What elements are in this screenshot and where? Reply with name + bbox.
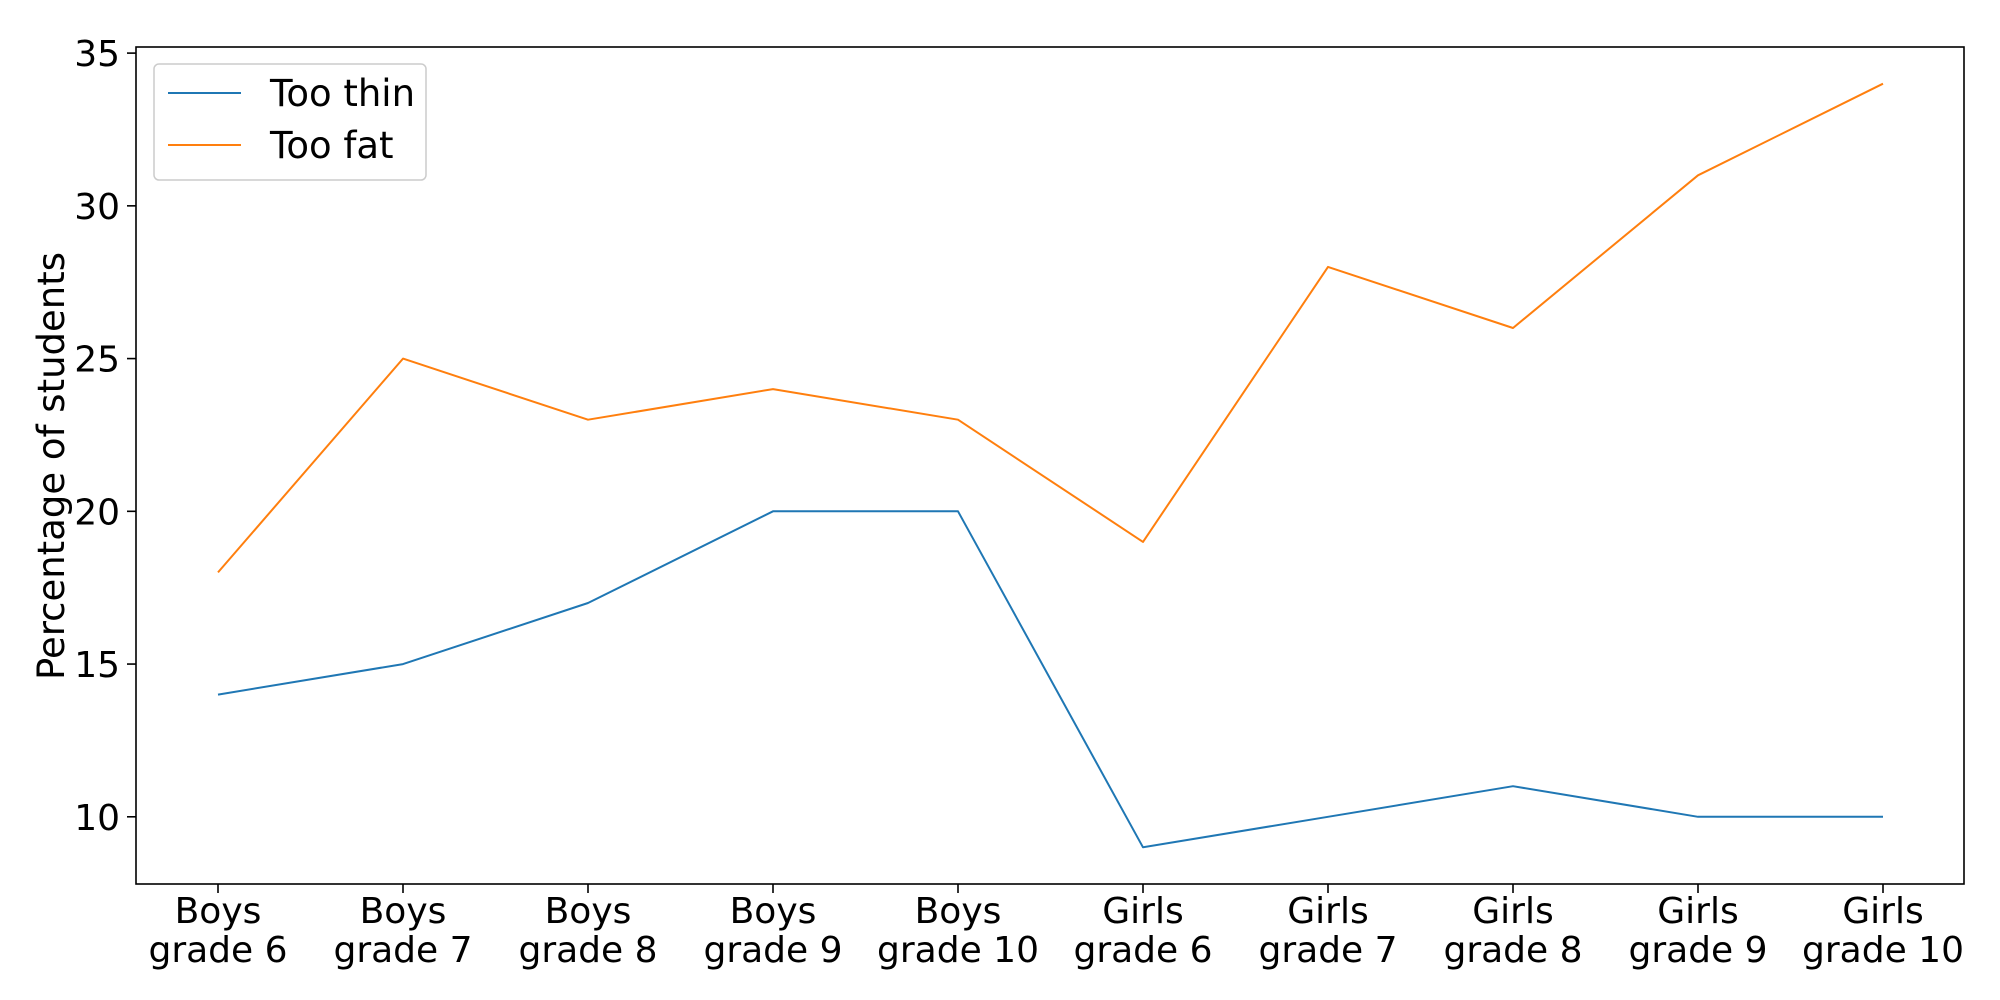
- series-lines: [217, 82, 1884, 849]
- y-tick-label: 10: [74, 798, 120, 839]
- x-tick-label: Girls grade 10: [1802, 891, 1964, 971]
- y-tick-label: 35: [74, 34, 120, 75]
- x-tick-label: Girls grade 7: [1258, 891, 1397, 971]
- x-tick-label: Boys grade 7: [333, 891, 472, 971]
- x-tick-label: Boys grade 8: [518, 891, 657, 971]
- legend-label-too-fat: Too fat: [269, 124, 394, 167]
- y-tick-label: 15: [74, 645, 120, 686]
- series-line-too-thin: [217, 510, 1883, 849]
- y-axis-label: Percentage of students: [30, 252, 73, 680]
- x-tick-label: Boys grade 10: [877, 891, 1039, 971]
- legend: Too thin Too fat: [153, 63, 427, 181]
- plot-area: [135, 46, 1965, 885]
- y-axis: 10 15 20 25 30 35: [74, 34, 136, 839]
- legend-label-too-thin: Too thin: [269, 72, 415, 115]
- x-axis: Boys grade 6 Boys grade 7 Boys grade 8 Boys gra…: [148, 884, 1964, 971]
- x-tick-label: Girls grade 6: [1073, 891, 1212, 971]
- x-tick-label: Girls grade 8: [1443, 891, 1582, 971]
- x-tick-label: Boys grade 9: [703, 891, 842, 971]
- x-tick-label: Girls grade 9: [1628, 891, 1767, 971]
- y-tick-label: 20: [74, 492, 120, 533]
- series-line-too-fat: [217, 82, 1884, 574]
- y-tick-label: 25: [74, 340, 120, 381]
- y-tick-label: 30: [74, 187, 120, 228]
- x-tick-label: Boys grade 6: [148, 891, 287, 971]
